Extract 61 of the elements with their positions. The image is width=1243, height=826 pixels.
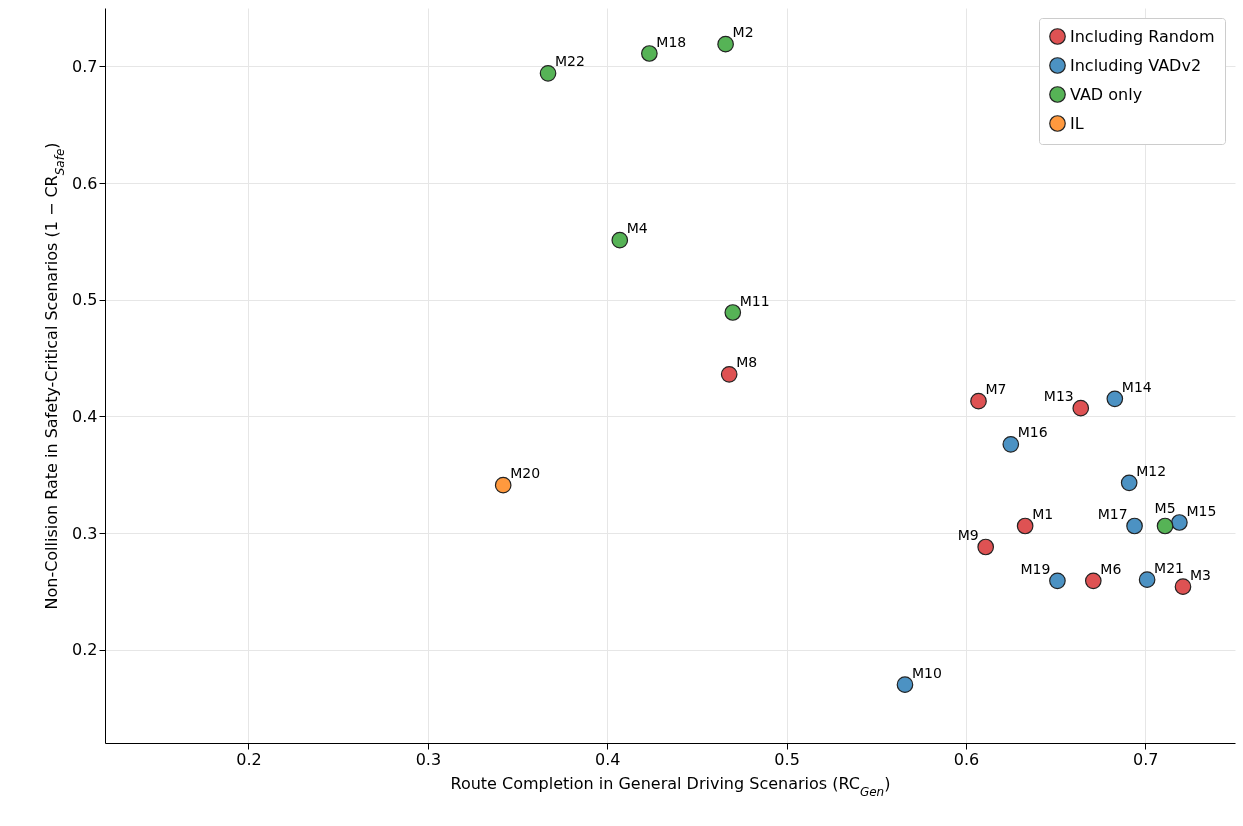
y-tick-label: 0.6: [72, 173, 98, 193]
annotation: M16: [1017, 424, 1048, 441]
annotation: M5: [1154, 500, 1176, 516]
annotation: M13: [1043, 388, 1074, 405]
annotation: M1: [1032, 506, 1054, 522]
annotation: M6: [1100, 560, 1122, 577]
point: [1072, 399, 1090, 417]
point: [1084, 572, 1102, 590]
x-axis-title: Route Completion in General Driving Scenarios (RC$_{Gen}$): [450, 773, 891, 799]
x-tick-label: 0.3: [415, 749, 442, 769]
point: [977, 538, 995, 556]
y-tick-label: 0.3: [72, 523, 98, 543]
annotation: M7: [985, 381, 1007, 398]
legend-label: Including Random: [1070, 26, 1215, 46]
point: [1002, 436, 1020, 453]
point: [1174, 578, 1192, 595]
annotation: M2: [732, 24, 754, 41]
annotation: M18: [656, 33, 687, 50]
legend-label: Including VADv2: [1070, 55, 1202, 75]
point: [494, 476, 512, 494]
point: [1156, 517, 1174, 535]
annotation: M8: [736, 354, 758, 371]
annotation: M9: [957, 527, 979, 543]
annotation: M22: [555, 53, 585, 70]
x-tick-label: 0.6: [953, 749, 980, 769]
point: [1138, 571, 1156, 588]
point: [1120, 474, 1138, 492]
annotation: M21: [1154, 559, 1185, 576]
annotation: M17: [1097, 506, 1128, 522]
annotation: M11: [739, 292, 770, 309]
x-tick-label: 0.5: [774, 749, 800, 769]
point: [611, 231, 629, 249]
point: [641, 45, 658, 62]
annotation: M10: [911, 664, 942, 681]
point: [1126, 517, 1143, 535]
y-tick-label: 0.7: [72, 56, 98, 76]
annotation: M3: [1189, 566, 1211, 583]
y-tick-label: 0.2: [72, 640, 98, 660]
point: [717, 35, 734, 53]
point: [724, 304, 742, 321]
point: [1171, 514, 1188, 531]
x-tick-label: 0.4: [595, 749, 621, 769]
annotation: M19: [1020, 560, 1051, 577]
point: [1016, 517, 1034, 535]
point: [539, 65, 557, 82]
annotation: M20: [510, 465, 541, 482]
point: [720, 366, 738, 383]
x-tick-label: 0.7: [1133, 749, 1159, 769]
annotation: M4: [626, 220, 648, 237]
annotation: M15: [1186, 502, 1217, 519]
y-tick-label: 0.4: [72, 406, 98, 426]
point: [970, 392, 987, 410]
point: [1106, 390, 1124, 408]
legend-label: VAD only: [1070, 84, 1143, 104]
annotation: M14: [1121, 378, 1152, 395]
point: [896, 676, 914, 693]
x-tick-label: 0.2: [236, 749, 262, 769]
point: [1049, 572, 1066, 590]
annotation: M12: [1136, 462, 1167, 479]
y-tick-label: 0.5: [72, 290, 98, 310]
legend-label: IL: [1070, 113, 1084, 133]
